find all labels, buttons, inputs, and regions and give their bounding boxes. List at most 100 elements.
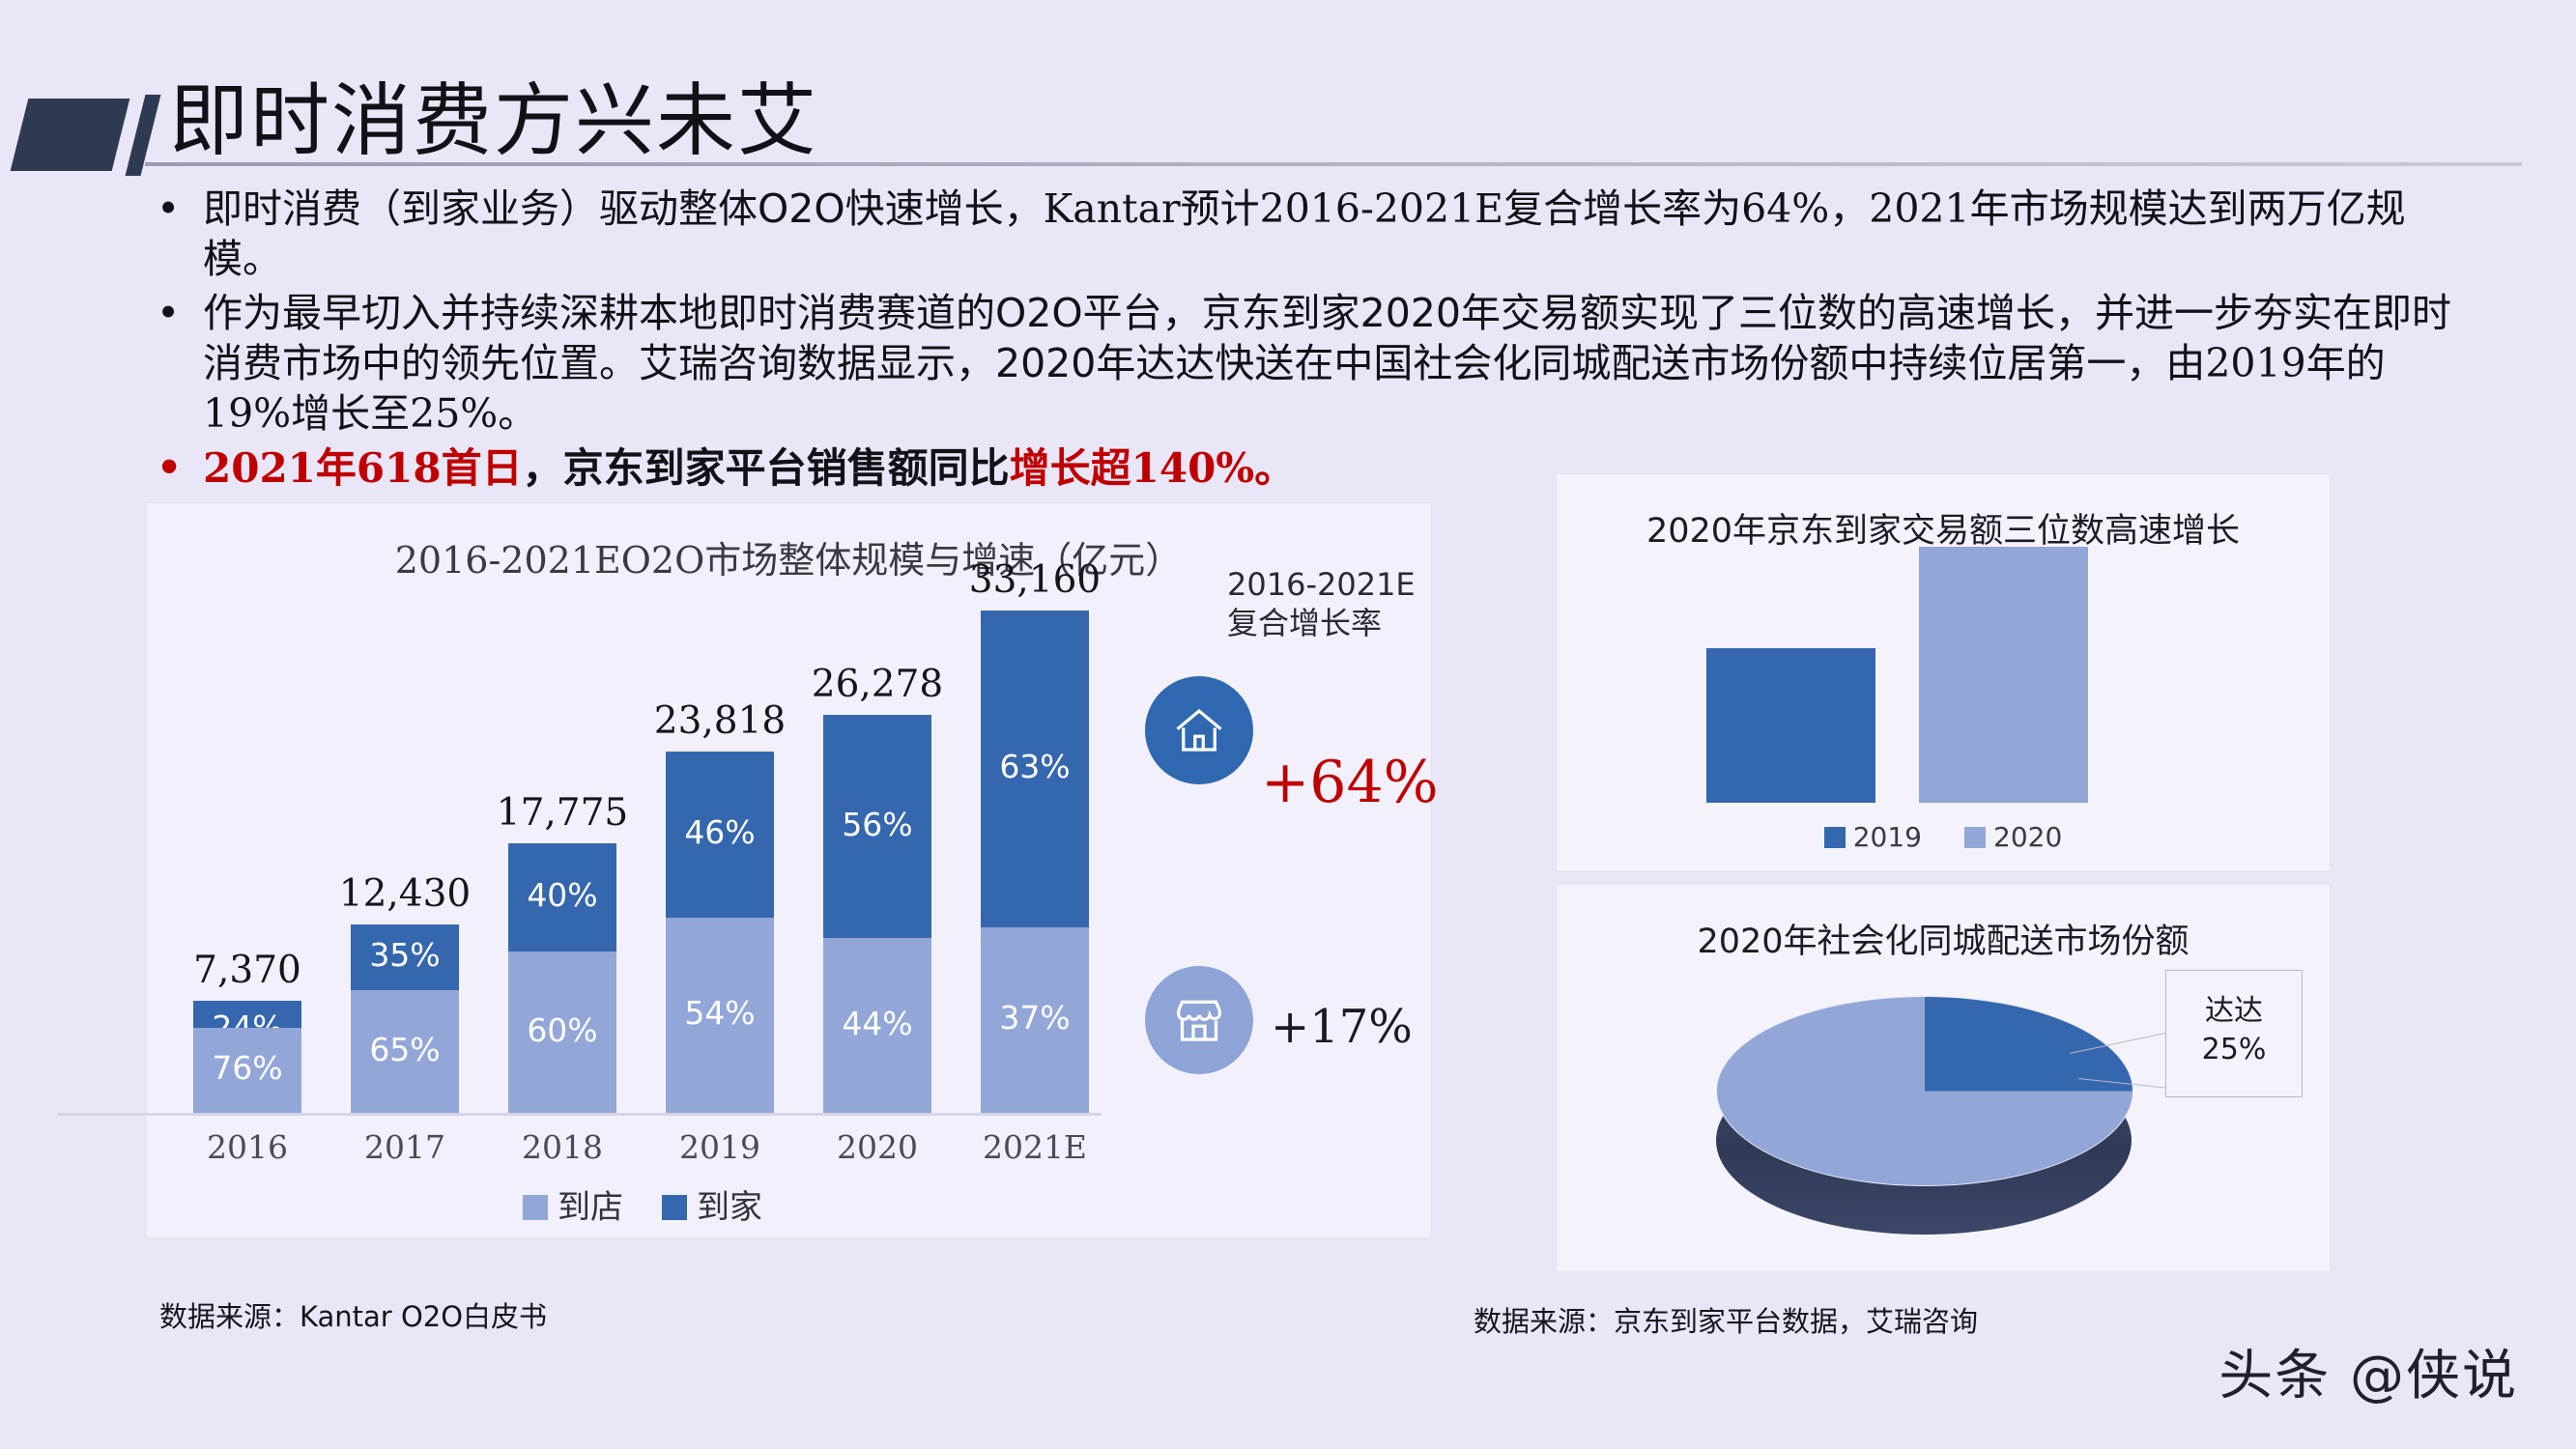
bullet-item-3: • 2021年618首日，京东到家平台销售额同比增长超140%。 [145,442,2464,495]
bullet-segment: 19% [203,390,292,437]
bar-segment-label: 54% [684,994,756,1032]
bullet-segment: 618 [356,444,442,492]
bullet-segment: Kantar [1043,185,1181,232]
bullet-segment: 2019 [2205,340,2306,386]
bar-segment-label: 44% [842,1004,913,1042]
bullet-segment: 年市场规模达到两万亿规模。 [203,185,2406,282]
callout-value: 25% [2201,1033,2267,1066]
title-divider [145,162,2522,166]
legend-label: 2019 [1852,821,1922,853]
bar-segment-home: 56% [823,715,931,938]
bullet-segment: 2021 [1869,185,1970,232]
cagr-caption-line1: 2016-2021E [1227,566,1416,603]
xaxis-tick-2017: 2017 [364,1128,445,1166]
bar-2019 [1706,648,1875,803]
cagr-caption-line2: 复合增长率 [1227,605,1383,641]
bar-segment-label: 63% [999,748,1071,785]
legend-item-2019[interactable]: 2019 [1823,821,1922,853]
bullet-segment: 。 [498,390,538,437]
bar-segment-home: 63% [981,611,1089,927]
bullet-segment: 140% [1131,444,1255,492]
legend-label: 2020 [1993,821,2063,853]
o2o-chart-legend: 到店 到家 [0,1180,1285,1228]
legend-swatch [1964,827,1986,848]
bullet-segment: 预计 [1180,185,1260,232]
bar-total-label: 17,775 [496,791,629,835]
legend-item-到家[interactable]: 到家 [662,1188,762,1227]
bar-segment-home: 24% [193,1001,301,1046]
callout-label: 达达 [2205,994,2263,1028]
cagr-store-value: +17% [1271,1000,1413,1054]
bar-segment-store: 65% [351,990,459,1113]
jddj-gmv-legend: 2019 2020 [1557,821,2330,853]
bullet-marker: • [157,290,181,336]
bar-segment-home: 35% [351,924,459,990]
bar-total-label: 7,370 [193,949,301,992]
bullet-text-3: 2021年618首日，京东到家平台销售额同比增长超140%。 [203,444,1295,492]
bar-total-label: 12,430 [338,872,472,916]
bar-segment-home: 40% [508,843,616,952]
legend-item-到店[interactable]: 到店 [523,1188,623,1227]
xaxis-tick-2019: 2019 [679,1128,760,1166]
bullet-segment: 首日 [441,444,523,492]
bar-2020: 26,278 56% 44% [812,663,943,1113]
page-title: 即时消费方兴未艾 [169,75,819,167]
bullet-marker: • [157,185,181,232]
bullet-segment: 复合增长率为 [1503,185,1742,232]
bullet-segment: ， [1829,185,1870,232]
market-share-pie [1716,996,2133,1237]
cagr-home-value: +64% [1261,749,1439,816]
bar-segment-label: 60% [527,1010,598,1049]
bullet-segment: 即时消费（到家业务）驱动整体O2O快速增长， [203,185,1044,232]
source-left: 数据来源：Kantar O2O白皮书 [159,1300,548,1333]
bar-2021E: 33,160 63% 37% [969,558,1101,1113]
bar-segment-store: 37% [981,927,1089,1113]
legend-swatch [1823,827,1846,848]
bullet-segment: 增长超 [1009,444,1131,492]
bar-segment-store: 44% [823,938,931,1113]
bar-total-label: 33,160 [968,558,1102,602]
bullet-segment: 年的 [2305,340,2386,386]
legend-label: 到家 [697,1188,762,1227]
bar-segment-label: 46% [684,813,756,851]
bar-total-label: 23,818 [653,699,787,743]
bullet-list: • 即时消费（到家业务）驱动整体O2O快速增长，Kantar预计2016-202… [145,184,2464,498]
bar-2017: 12,430 35% 65% [339,872,471,1113]
slide-header: 即时消费方兴未艾 [0,39,2576,176]
bullet-text-2: 作为最早切入并持续深耕本地即时消费赛道的O2O平台，京东到家2020年交易额实现… [203,290,2451,437]
bar-segment-label: 35% [369,936,441,974]
bar-segment-store: 54% [666,918,774,1113]
legend-item-2020[interactable]: 2020 [1964,821,2062,853]
watermark: 头条 @侠说 [2218,1345,2518,1407]
cagr-annotation: 2016-2021E 复合增长率 [1227,565,1449,642]
house-icon [1145,676,1253,784]
bar-segment-store: 60% [508,952,616,1113]
bar-2016: 7,370 24%76% [193,949,301,1113]
bar-total-label: 26,278 [811,663,944,706]
legend-swatch [523,1195,548,1220]
pie-top-face [1716,996,2133,1186]
bar-segment-label: 40% [527,876,598,914]
source-right: 数据来源：京东到家平台数据，艾瑞咨询 [1474,1305,1979,1338]
bullet-marker: • [157,444,183,491]
jddj-gmv-title: 2020年京东到家交易额三位数高速增长 [1646,512,2241,551]
legend-label: 到店 [558,1188,623,1227]
bar-2019: 23,818 46% 54% [654,699,786,1113]
bar-segment-label: 76% [212,1049,283,1087]
bullet-segment: 作为最早切入并持续深耕本地即时消费赛道的O2O平台，京东到家2020年交易额实现… [203,290,2451,386]
o2o-chart-card: 2016-2021EO2O市场整体规模与增速（亿元） [145,502,1432,1238]
pie-callout-dada: 达达 25% [2165,970,2303,1097]
bar-segment-home: 46% [666,752,774,918]
bullet-item-2: • 作为最早切入并持续深耕本地即时消费赛道的O2O平台，京东到家2020年交易额… [145,288,2464,439]
xaxis-tick-2021E: 2021E [982,1128,1088,1166]
market-share-card: 2020年社会化同城配送市场份额 达达 25% [1556,884,2331,1272]
bullet-segment: 。 [1254,444,1296,492]
jddj-gmv-card: 2020年京东到家交易额三位数高速增长 2019 2020 [1556,473,2331,871]
xaxis-tick-2020: 2020 [837,1128,918,1166]
bullet-segment: 2021 [203,444,316,492]
xaxis-tick-2018: 2018 [522,1128,603,1166]
legend-swatch [662,1195,687,1220]
bullet-segment: 2016-2021E [1259,185,1504,232]
bullet-item-1: • 即时消费（到家业务）驱动整体O2O快速增长，Kantar预计2016-202… [145,184,2464,284]
o2o-chart-title: 2016-2021EO2O市场整体规模与增速（亿元） [394,539,1183,582]
